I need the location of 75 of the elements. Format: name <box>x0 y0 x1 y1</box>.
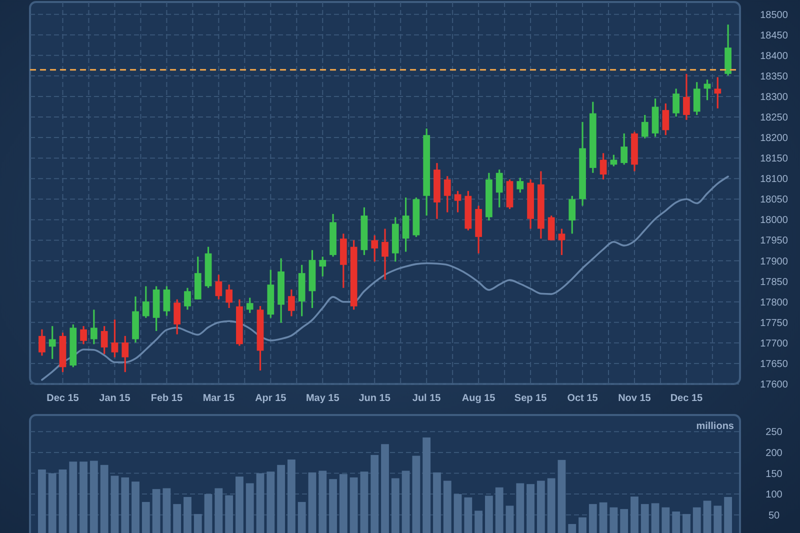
candlestick <box>610 154 618 168</box>
candlestick <box>382 228 388 280</box>
candlestick <box>184 287 191 310</box>
candlestick <box>496 168 503 208</box>
y-tick-label: 18400 <box>760 50 788 62</box>
candlestick <box>142 285 150 319</box>
y-tick-label: 18150 <box>760 154 788 165</box>
candlestick <box>704 78 711 101</box>
candlestick <box>444 175 451 214</box>
candlestick <box>319 256 326 278</box>
candlestick <box>641 114 648 140</box>
x-tick-label: Jul 15 <box>412 393 442 404</box>
y-tick-label: 18050 <box>760 194 788 206</box>
candlestick <box>558 228 566 256</box>
x-tick-label: Aug 15 <box>462 393 496 404</box>
candlestick <box>163 285 170 317</box>
candlestick <box>454 190 462 214</box>
candlestick <box>80 325 87 345</box>
candlestick <box>111 318 118 358</box>
candlestick <box>683 73 690 121</box>
y-tick-label: 17700 <box>760 338 788 350</box>
y-tick-label: 200 <box>766 448 783 459</box>
x-tick-label: Dec 15 <box>670 393 704 404</box>
candlestick <box>600 152 607 180</box>
candlestick <box>662 102 670 136</box>
y-tick-label: 18350 <box>760 71 788 82</box>
x-tick-label: Nov 15 <box>618 393 652 404</box>
y-tick-label: 17850 <box>760 276 788 288</box>
candlestick <box>672 88 680 118</box>
candlestick <box>714 76 722 110</box>
y-tick-label: 18100 <box>760 174 788 186</box>
candlestick <box>288 288 295 318</box>
y-tick-label: 17600 <box>760 380 788 390</box>
x-tick-label: Dec 15 <box>46 393 80 404</box>
y-tick-label: 17800 <box>760 297 788 308</box>
x-tick-label: Mar 15 <box>202 393 235 404</box>
y-tick-label: 150 <box>766 468 783 480</box>
x-tick-label: Jan 15 <box>99 393 131 404</box>
candlestick <box>620 132 628 166</box>
x-tick-label: May 15 <box>306 393 340 404</box>
x-tick-label: Jun 15 <box>358 393 391 404</box>
candlestick <box>246 296 254 314</box>
candlestick <box>122 335 129 373</box>
candlestick <box>548 214 555 242</box>
y-tick-label: 250 <box>766 427 783 438</box>
y-axis-title: millions <box>696 421 734 432</box>
candlestick <box>48 325 56 360</box>
candlestick <box>215 274 222 300</box>
x-tick-label: Sep 15 <box>514 393 548 404</box>
candlestick <box>226 284 232 309</box>
y-tick-label: 18500 <box>760 10 788 21</box>
candlestick <box>516 177 524 194</box>
line-series <box>41 176 729 381</box>
y-tick-label: 18450 <box>760 30 788 42</box>
candlestick <box>371 234 378 262</box>
candlestick <box>693 81 700 116</box>
x-tick-label: Apr 15 <box>255 393 287 404</box>
y-tick-label: 18000 <box>760 215 788 226</box>
y-tick-label: 18250 <box>760 112 788 124</box>
candlestick <box>90 308 98 345</box>
x-tick-label: Feb 15 <box>150 393 183 404</box>
candlestick <box>38 328 46 356</box>
y-tick-label: 17750 <box>760 318 788 329</box>
y-tick-label: 50 <box>768 510 780 522</box>
x-tick-label: Oct 15 <box>567 393 598 404</box>
y-tick-label: 17650 <box>760 358 788 370</box>
y-tick-label: 17950 <box>760 236 788 247</box>
y-tick-label: 18300 <box>760 92 788 103</box>
candlestick <box>100 325 108 355</box>
candlestick <box>402 196 410 253</box>
y-tick-label: 17900 <box>760 256 788 268</box>
y-tick-label: 100 <box>766 490 783 501</box>
candlestick <box>174 298 181 336</box>
y-tick-label: 18200 <box>760 133 788 144</box>
candlestick <box>568 195 576 234</box>
